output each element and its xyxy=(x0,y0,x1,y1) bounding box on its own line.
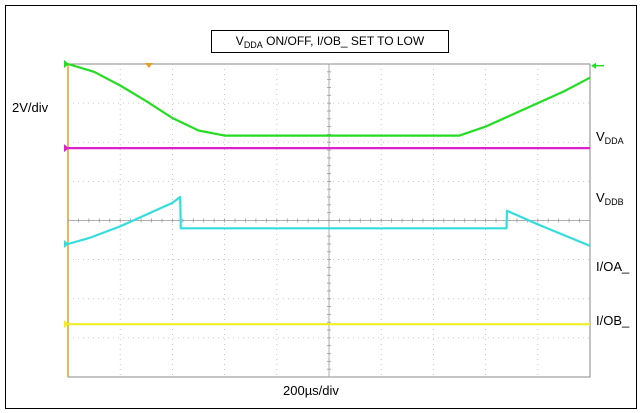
channel-marker xyxy=(64,239,69,248)
trace-vdda xyxy=(67,62,591,137)
channel-marker xyxy=(64,144,69,153)
chart-title: VDDA ON/OFF, I/OB_ SET TO LOW xyxy=(211,30,449,53)
series-label-ioa: I/OA_ xyxy=(596,259,630,274)
series-label-iob: I/OB_ xyxy=(596,313,630,328)
horizontal-scale-label: 200µs/div xyxy=(283,383,339,398)
trace-ioa xyxy=(67,195,591,247)
series-label-vdda: VDDA xyxy=(596,129,624,146)
series-label-vddb: VDDB xyxy=(596,190,624,207)
vertical-scale-label: 2V/div xyxy=(12,100,49,115)
series-pointer-arrowhead xyxy=(591,62,596,69)
channel-marker xyxy=(64,320,69,329)
trigger-marker xyxy=(144,63,153,68)
channel-marker xyxy=(64,60,69,68)
figure-frame xyxy=(5,5,637,409)
